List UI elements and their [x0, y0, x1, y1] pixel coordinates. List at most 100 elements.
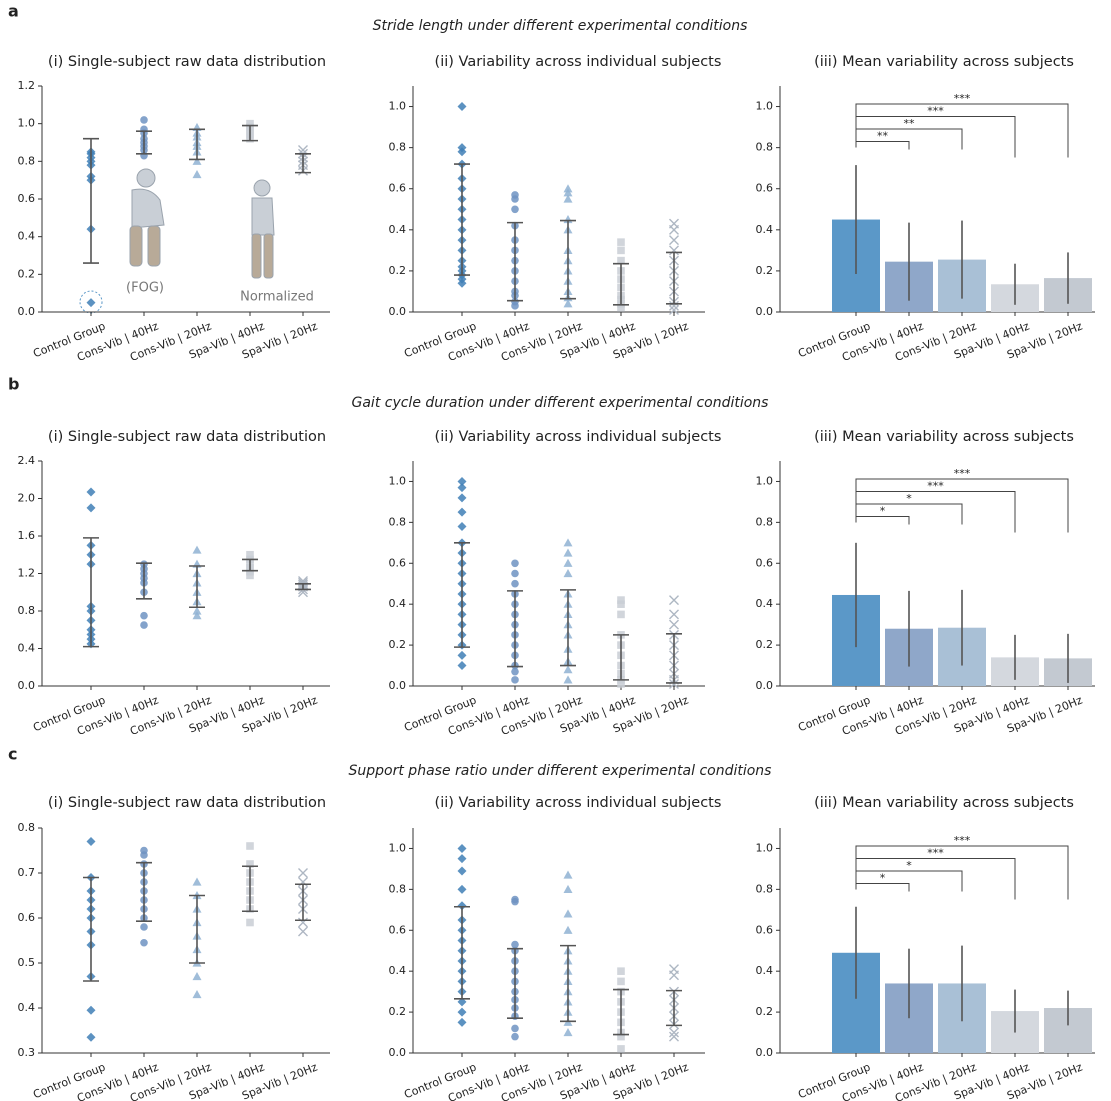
error-bar — [507, 949, 523, 1019]
error-bar — [666, 991, 682, 1026]
error-bar — [189, 566, 205, 607]
point — [87, 837, 96, 846]
y-tick-label: 0.4 — [756, 597, 774, 610]
point — [617, 1045, 625, 1053]
error-bar — [613, 635, 629, 680]
significance-label: ** — [877, 130, 889, 143]
point — [617, 596, 625, 604]
point — [458, 661, 467, 670]
significance-label: ** — [904, 117, 916, 130]
point — [458, 508, 467, 517]
point — [564, 885, 573, 893]
y-tick-label: 0.8 — [18, 154, 36, 167]
point — [564, 909, 573, 917]
annotation: Normalized — [240, 290, 314, 305]
point — [246, 551, 254, 559]
y-tick-label: 0.8 — [756, 141, 774, 154]
error-bar — [454, 164, 470, 275]
error-bar — [454, 907, 470, 999]
y-tick-label: 1.0 — [756, 841, 774, 854]
point — [87, 1033, 96, 1042]
point — [458, 866, 467, 875]
panel-title: (iii) Mean variability across subjects — [814, 54, 1074, 70]
y-tick-label: 0.0 — [18, 679, 36, 692]
significance-label: * — [880, 505, 886, 518]
significance-label: * — [906, 859, 912, 872]
y-tick-label: 1.2 — [18, 567, 36, 580]
point — [564, 559, 573, 567]
error-bar — [189, 129, 205, 159]
y-tick-label: 0.7 — [18, 866, 36, 879]
y-tick-label: 0.6 — [18, 911, 36, 924]
error-bar — [136, 863, 152, 922]
y-tick-label: 1.2 — [18, 79, 36, 92]
error-bar — [560, 221, 576, 299]
figure: a Stride length under different experime… — [0, 0, 1111, 1101]
significance-label: *** — [954, 92, 971, 105]
y-tick-label: 0.0 — [756, 305, 774, 318]
section-label: a — [8, 2, 19, 21]
point — [617, 247, 625, 255]
y-tick-label: 1.0 — [389, 841, 407, 854]
y-tick-label: 0.6 — [389, 182, 407, 195]
error-bar — [242, 866, 258, 911]
y-tick-label: 0.8 — [18, 604, 36, 617]
y-tick-label: 0.8 — [756, 515, 774, 528]
point — [670, 236, 679, 245]
error-bar — [242, 559, 258, 570]
significance-bracket — [856, 142, 909, 150]
section-title: Gait cycle duration under different expe… — [352, 395, 769, 411]
point — [564, 538, 573, 546]
y-tick-label: 0.8 — [756, 882, 774, 895]
y-tick-label: 0.4 — [18, 642, 36, 655]
point — [617, 611, 625, 619]
y-tick-label: 0.3 — [18, 1046, 36, 1059]
y-tick-label: 0.4 — [18, 230, 36, 243]
panel-title: (i) Single-subject raw data distribution — [48, 429, 326, 445]
panel-title: (ii) Variability across individual subje… — [435, 429, 722, 445]
y-tick-label: 0.6 — [756, 182, 774, 195]
point — [87, 503, 96, 512]
y-tick-label: 1.0 — [756, 474, 774, 487]
y-tick-label: 0.2 — [389, 264, 407, 277]
section-title: Support phase ratio under different expe… — [349, 763, 772, 779]
y-tick-label: 0.8 — [389, 141, 407, 154]
y-tick-label: 0.5 — [18, 956, 36, 969]
point — [140, 847, 148, 855]
error-bar — [136, 563, 152, 599]
point — [193, 878, 202, 886]
y-tick-label: 0.4 — [756, 223, 774, 236]
significance-label: * — [906, 492, 912, 505]
point — [511, 1033, 519, 1041]
section-title: Stride length under different experiment… — [373, 18, 748, 34]
point — [670, 620, 679, 629]
point — [458, 1018, 467, 1027]
y-tick-label: 2.4 — [18, 454, 36, 467]
error-bar — [295, 584, 311, 590]
error-bar — [613, 264, 629, 305]
y-tick-label: 0.0 — [18, 305, 36, 318]
point — [564, 1028, 573, 1036]
point — [564, 569, 573, 577]
y-tick-label: 0.6 — [756, 923, 774, 936]
y-tick-label: 1.0 — [18, 117, 36, 130]
error-bar — [295, 884, 311, 920]
point — [670, 219, 679, 228]
point — [511, 191, 519, 199]
point — [511, 205, 519, 213]
error-bar — [242, 126, 258, 141]
y-tick-label: 1.0 — [389, 474, 407, 487]
point — [87, 298, 96, 307]
error-bar — [83, 538, 99, 647]
error-bar — [136, 131, 152, 154]
point — [617, 978, 625, 986]
error-bar — [189, 896, 205, 964]
error-bar — [83, 139, 99, 263]
panel-title: (ii) Variability across individual subje… — [435, 54, 722, 70]
point — [246, 919, 254, 927]
y-tick-label: 0.2 — [389, 638, 407, 651]
y-tick-label: 0.0 — [389, 1046, 407, 1059]
panel-title: (iii) Mean variability across subjects — [814, 795, 1074, 811]
point — [458, 102, 467, 111]
error-bar — [507, 223, 523, 301]
